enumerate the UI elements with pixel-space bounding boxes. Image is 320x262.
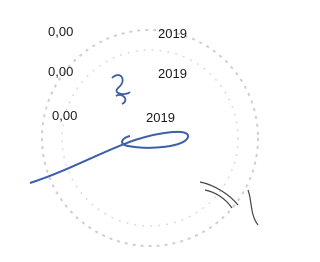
amount: 0,00 [48, 24, 73, 40]
stamp-outer [42, 30, 258, 246]
year: 2019 [158, 26, 187, 42]
amount: 0,00 [52, 108, 77, 124]
page: 0,00 2019 0,00 2019 0,00 2019 (() => { c… [0, 0, 265, 262]
signature-mark [112, 75, 130, 104]
amount: 0,00 [48, 64, 73, 80]
year: 2019 [158, 66, 187, 82]
year: 2019 [146, 110, 175, 126]
stamp-and-signature [0, 0, 265, 262]
stamp-inner [62, 50, 238, 226]
signature [30, 132, 188, 183]
